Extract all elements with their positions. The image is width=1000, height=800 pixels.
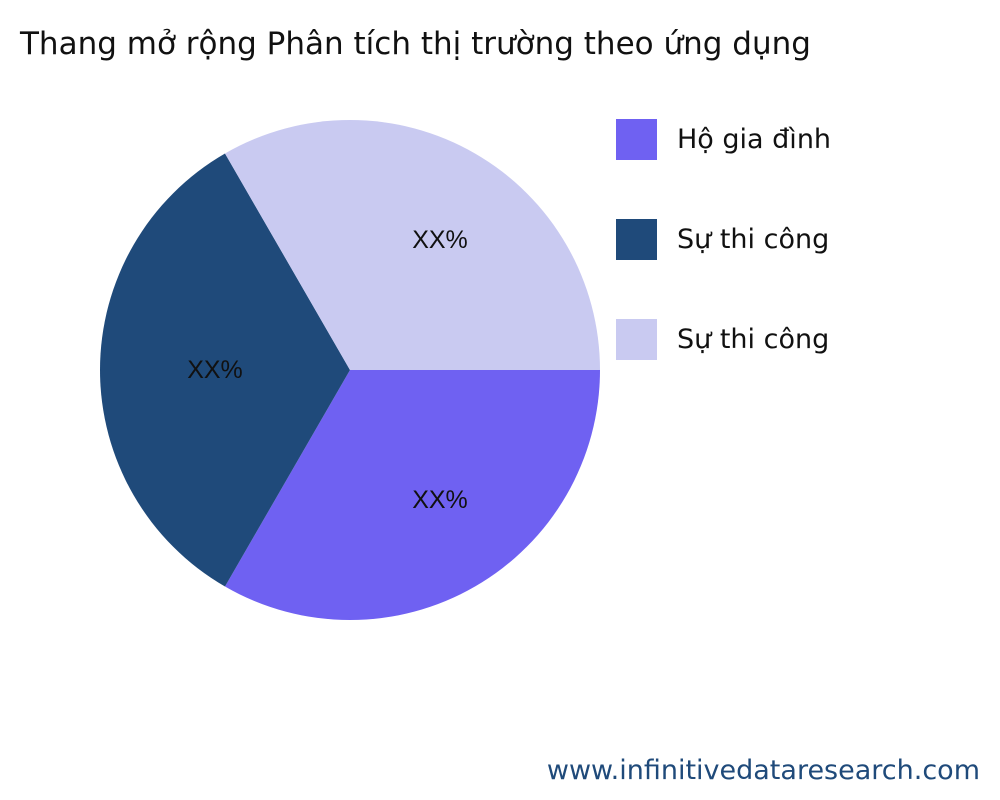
pie-slice[interactable]	[225, 119, 600, 370]
legend-swatch	[616, 319, 657, 360]
legend-item[interactable]: Hộ gia đình	[616, 119, 831, 160]
legend-item[interactable]: Sự thi công	[616, 319, 829, 360]
slice-label: XX%	[412, 226, 468, 254]
chart-title: Thang mở rộng Phân tích thị trường theo …	[20, 26, 811, 62]
legend-label: Sự thi công	[677, 224, 830, 255]
legend-swatch	[616, 119, 657, 160]
legend-item[interactable]: Sự thi công	[616, 219, 829, 260]
legend-label: Sự thi công	[677, 324, 830, 355]
legend-label: Hộ gia đình	[677, 124, 832, 155]
slice-label: XX%	[412, 486, 468, 514]
website-link[interactable]: www.infinitivedataresearch.com	[546, 755, 980, 786]
pie-slice[interactable]	[225, 370, 600, 620]
legend-swatch	[616, 219, 657, 260]
slice-label: XX%	[187, 356, 243, 384]
